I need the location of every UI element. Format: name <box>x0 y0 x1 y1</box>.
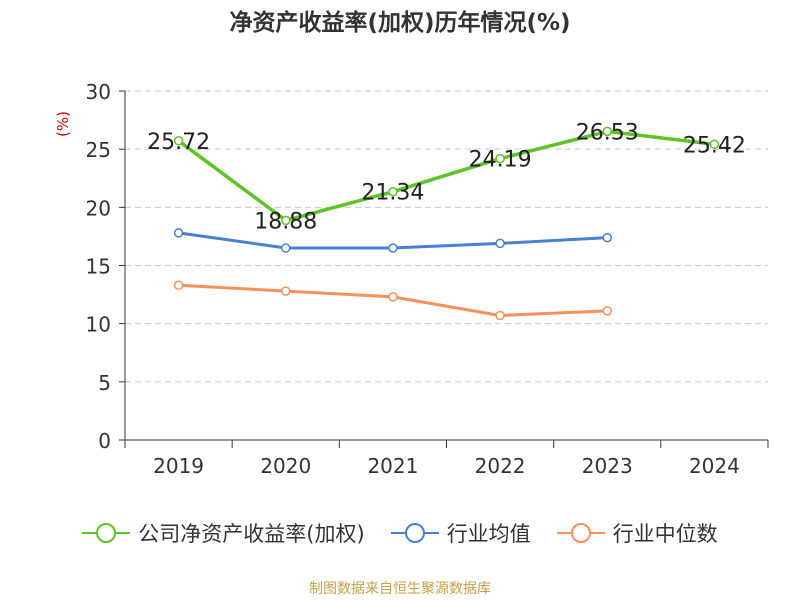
y-tick-label: 30 <box>86 80 111 104</box>
data-point-2 <box>388 243 398 253</box>
data-point-2 <box>173 228 184 238</box>
y-axis-label: (%) <box>54 111 72 137</box>
y-tick-label: 25 <box>86 138 111 162</box>
data-point-1 <box>173 136 184 146</box>
data-point-2 <box>281 243 291 253</box>
data-point-3 <box>495 310 505 321</box>
legend-label: 公司净资产收益率(加权) <box>138 522 365 546</box>
y-tick-label: 5 <box>98 371 111 395</box>
data-label: 26.53 <box>576 120 639 145</box>
data-point-1 <box>709 139 720 150</box>
legend-label: 行业中位数 <box>612 522 718 546</box>
y-tick-label: 20 <box>86 196 111 220</box>
data-label: 18.88 <box>254 209 317 234</box>
chart-title: 净资产收益率(加权)历年情况(%) <box>229 10 571 36</box>
y-tick-label: 0 <box>98 429 111 453</box>
x-tick-label: 2020 <box>260 454 311 478</box>
legend-marker-icon <box>390 523 439 543</box>
data-label: 21.34 <box>361 181 424 206</box>
data-point-2 <box>602 232 612 243</box>
data-point-3 <box>602 306 612 316</box>
legend-item-1[interactable]: 公司净资产收益率(加权) <box>82 518 365 548</box>
legend-marker-icon <box>556 523 605 543</box>
series-line-1 <box>177 129 715 223</box>
data-label: 25.42 <box>683 133 746 158</box>
data-point-1 <box>495 153 505 164</box>
data-label: 24.19 <box>469 148 532 173</box>
data-point-2 <box>495 238 505 249</box>
data-label: 25.72 <box>147 130 210 155</box>
legend-item-2[interactable]: 行业均值 <box>390 518 531 548</box>
x-tick-label: 2024 <box>689 454 740 478</box>
x-tick-label: 2019 <box>153 454 204 478</box>
y-tick-label: 15 <box>86 255 111 279</box>
chart-legend: 公司净资产收益率(加权) 行业均值 行业中位数 <box>0 518 800 548</box>
data-point-1 <box>281 215 291 226</box>
x-tick-label: 2022 <box>475 454 526 478</box>
x-tick-label: 2023 <box>582 454 633 478</box>
y-tick-label: 10 <box>86 313 111 337</box>
data-point-3 <box>173 280 184 291</box>
data-source-note: 制图数据来自恒生聚源数据库 <box>309 581 491 597</box>
data-point-3 <box>388 292 398 302</box>
data-point-3 <box>281 286 291 296</box>
legend-marker-icon <box>82 523 131 543</box>
legend-item-3[interactable]: 行业中位数 <box>556 518 718 548</box>
x-tick-label: 2021 <box>367 454 418 478</box>
data-point-1 <box>388 186 398 197</box>
data-point-1 <box>602 126 612 137</box>
legend-label: 行业均值 <box>446 522 531 546</box>
